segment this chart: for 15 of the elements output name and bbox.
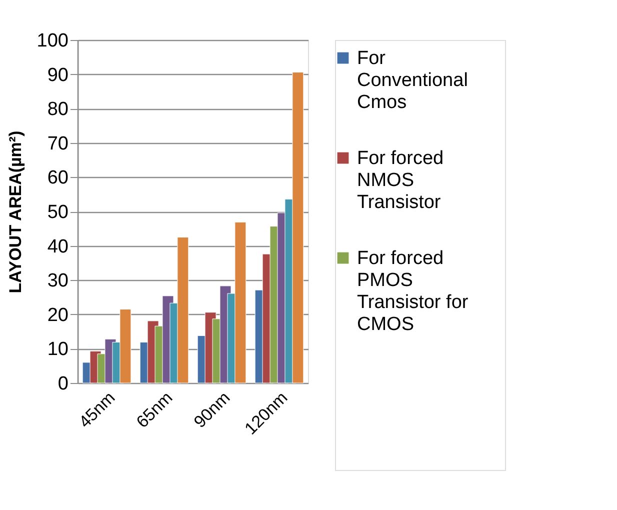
y-tick-label: 20 [47, 304, 68, 326]
legend-label: For forced NMOS Transistor [357, 148, 444, 213]
y-tick-label: 80 [47, 99, 68, 120]
y-tick-label: 60 [47, 168, 68, 189]
legend-label: For Conventional Cmos [357, 48, 468, 113]
y-tick-label: 50 [47, 202, 68, 223]
y-tick-label: 40 [47, 236, 68, 258]
y-tick-label: 30 [47, 270, 68, 292]
y-tick-label: 100 [36, 30, 68, 52]
y-tick-label: 90 [47, 64, 68, 86]
y-tick-label: 0 [58, 374, 68, 394]
y-tick-label: 10 [47, 339, 68, 360]
y-axis-title: LAYOUT AREA(µm²) [6, 130, 25, 294]
legend-label: For forced PMOS Transistor for CMOS [357, 248, 469, 335]
y-tick-label: 70 [47, 133, 68, 154]
